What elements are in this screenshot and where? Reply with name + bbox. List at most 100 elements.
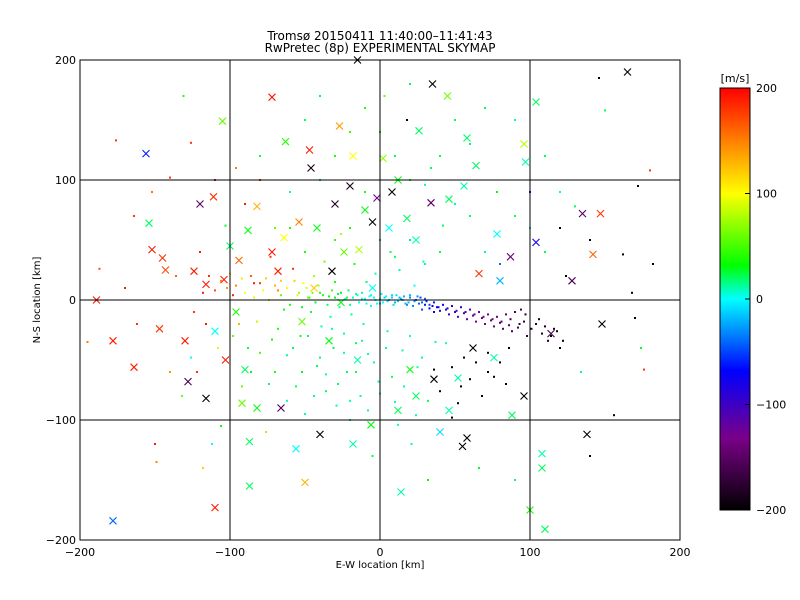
scatter-point-dot: [505, 313, 507, 316]
scatter-point-dot: [469, 215, 471, 217]
scatter-point-dot: [403, 385, 405, 388]
scatter-point-dot: [190, 141, 192, 144]
scatter-point-dot: [335, 404, 338, 407]
scatter-point-dot: [256, 320, 258, 323]
scatter-point-cross: [598, 320, 606, 328]
scatter-point-cross: [268, 93, 276, 102]
scatter-point-dot: [409, 294, 411, 297]
scatter-point-cross: [190, 267, 198, 276]
scatter-point-dot: [361, 339, 363, 342]
scatter-point-cross: [245, 482, 254, 490]
scatter-point-dot: [424, 303, 426, 306]
scatter-point-dot: [502, 327, 504, 330]
scatter-point-dot: [181, 395, 183, 397]
scatter-point-dot: [368, 295, 371, 298]
scatter-point-cross: [313, 224, 321, 232]
scatter-point-dot: [259, 351, 261, 354]
x-tick-label: 0: [377, 546, 384, 559]
scatter-point-dot: [340, 233, 342, 235]
scatter-point-dot: [265, 277, 267, 280]
scatter-point-dot: [380, 293, 383, 295]
scatter-point-cross: [245, 437, 254, 446]
scatter-point-cross: [367, 420, 375, 429]
y-axis-label: N-S location [km]: [32, 257, 43, 344]
scatter-point-dot: [349, 131, 351, 133]
scatter-point-dot: [385, 347, 387, 349]
scatter-point-dot: [580, 371, 582, 373]
scatter-point-dot: [514, 215, 516, 217]
scatter-point-dot: [640, 347, 642, 349]
y-tick-label: −200: [46, 534, 76, 547]
scatter-point-dot: [457, 402, 459, 405]
scatter-point-dot: [565, 275, 567, 277]
scatter-point-dot: [302, 282, 305, 285]
scatter-point-dot: [427, 479, 429, 481]
scatter-point-dot: [634, 317, 636, 319]
scatter-point-cross: [412, 236, 420, 244]
scatter-point-dot: [226, 287, 228, 289]
scatter-point-dot: [343, 332, 345, 335]
scatter-point-dot: [652, 263, 654, 265]
scatter-point-cross: [241, 365, 249, 374]
scatter-point-dot: [169, 176, 171, 179]
scatter-point-dot: [271, 338, 273, 341]
scatter-point-dot: [386, 330, 389, 333]
scatter-point-dot: [235, 167, 237, 169]
scatter-point-dot: [259, 282, 261, 285]
scatter-point-dot: [451, 366, 453, 369]
scatter-point-dot: [332, 347, 335, 349]
scatter-point-dot: [445, 342, 447, 345]
scatter-point-cross: [274, 267, 282, 276]
scatter-point-dot: [424, 297, 426, 300]
scatter-point-dot: [437, 306, 440, 309]
scatter-point-dot: [238, 323, 240, 325]
scatter-point-cross: [145, 219, 153, 228]
scatter-point-dot: [232, 294, 234, 297]
scatter-point-dot: [349, 227, 351, 229]
scatter-point-dot: [391, 375, 393, 378]
scatter-point-cross: [460, 182, 468, 190]
scatter-point-dot: [434, 341, 437, 343]
scatter-point-dot: [487, 351, 489, 354]
scatter-point-dot: [295, 385, 297, 388]
scatter-point-dot: [326, 303, 329, 306]
scatter-point-dot: [196, 371, 198, 373]
scatter-point-cross: [428, 80, 437, 88]
scatter-point-dot: [220, 425, 222, 427]
scatter-point-dot: [395, 294, 398, 297]
scatter-point-cross: [349, 440, 357, 448]
scatter-point-dot: [317, 284, 320, 287]
scatter-point-cross: [184, 377, 192, 386]
scatter-point-dot: [496, 191, 498, 193]
scatter-point-dot: [98, 267, 101, 270]
scatter-point-dot: [220, 279, 222, 282]
scatter-point-cross: [532, 238, 540, 247]
scatter-point-dot: [544, 251, 546, 253]
scatter-point-dot: [481, 317, 483, 319]
scatter-point-dot: [277, 289, 279, 292]
scatter-point-dot: [337, 383, 339, 385]
scatter-point-cross: [181, 336, 189, 345]
scatter-point-cross: [109, 516, 117, 525]
scatter-point-dot: [493, 375, 495, 378]
scatter-point-dot: [115, 139, 117, 142]
scatter-point-dot: [155, 461, 158, 463]
scatter-point-dot: [475, 361, 477, 364]
scatter-point-dot: [433, 301, 435, 304]
scatter-point-dot: [392, 303, 395, 306]
scatter-point-dot: [193, 311, 195, 313]
scatter-point-dot: [518, 323, 521, 325]
scatter-point-dot: [349, 303, 351, 306]
scatter-point-dot: [313, 275, 315, 277]
scatter-point-dot: [416, 366, 419, 369]
scatter-point-dot: [391, 296, 393, 299]
scatter-point-cross: [589, 250, 597, 259]
scatter-point-cross: [415, 126, 423, 135]
scatter-point-dot: [482, 315, 485, 318]
scatter-point-dot: [259, 155, 261, 157]
scatter-point-cross: [292, 444, 300, 453]
scatter-point-dot: [383, 296, 386, 299]
scatter-point-dot: [367, 353, 369, 355]
scatter-point-cross: [463, 434, 471, 442]
scatter-point-dot: [412, 305, 414, 307]
